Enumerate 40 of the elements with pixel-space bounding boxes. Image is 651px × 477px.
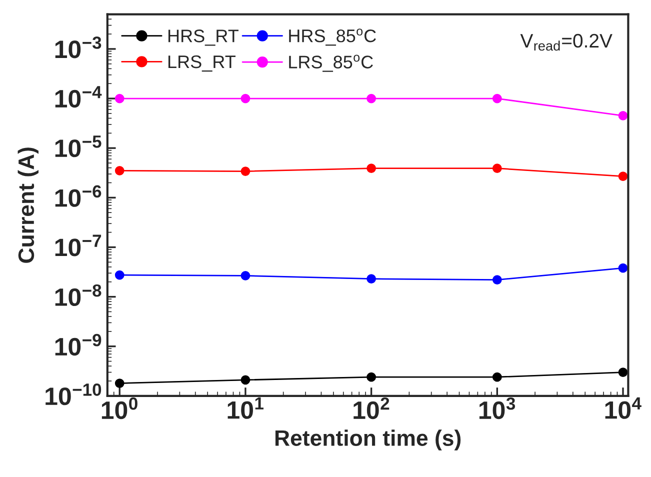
point [492,94,502,104]
point [492,372,502,382]
point [240,375,250,385]
x-tick-label: 10$^{1}$ [228,397,264,419]
point [618,172,628,181]
legend-label: LRS_RT [168,55,236,72]
y-tick-label: 10$^{−9}$ [55,334,102,356]
point [240,94,250,104]
x-tick-label: 10$^{2}$ [354,397,390,420]
y-tick-label: 10$^{−4}$ [55,86,102,108]
x-tick-label: 10$^{4}$ [605,397,642,419]
point [366,164,376,174]
point [366,372,376,382]
y-tick-label: 10$^{−5}$ [55,136,102,158]
point [114,378,124,388]
point [618,263,628,273]
y-tick-label: 10$^{−8}$ [55,284,102,306]
x-axis-title: Retention time (s) [275,430,461,450]
legend-label: LRS_85$^{o}$C [289,54,373,72]
y-tick-label: 10$^{−3}$ [55,36,102,58]
point [240,271,250,280]
legend-label: HRS_RT [168,30,238,46]
point [114,270,124,280]
point [114,166,124,176]
y-tick-label: 10$^{−10}$ [46,383,102,406]
x-tick-label: 10$^{3}$ [479,397,516,420]
annotation: V$_{read}$=0.2V [520,34,612,51]
point [366,94,376,104]
legend-label: HRS_85$^{o}$C [289,28,376,46]
point [114,94,124,104]
y-tick-label: 10$^{−7}$ [55,234,102,256]
point [618,111,628,120]
point [492,275,502,284]
point [618,368,628,377]
point [492,164,502,174]
point [366,274,376,284]
x-tick-label: 10$^{0}$ [102,397,138,420]
y-axis-title: Current (A) [18,148,38,263]
point [240,166,250,176]
y-tick-label: 10$^{−6}$ [55,185,102,207]
